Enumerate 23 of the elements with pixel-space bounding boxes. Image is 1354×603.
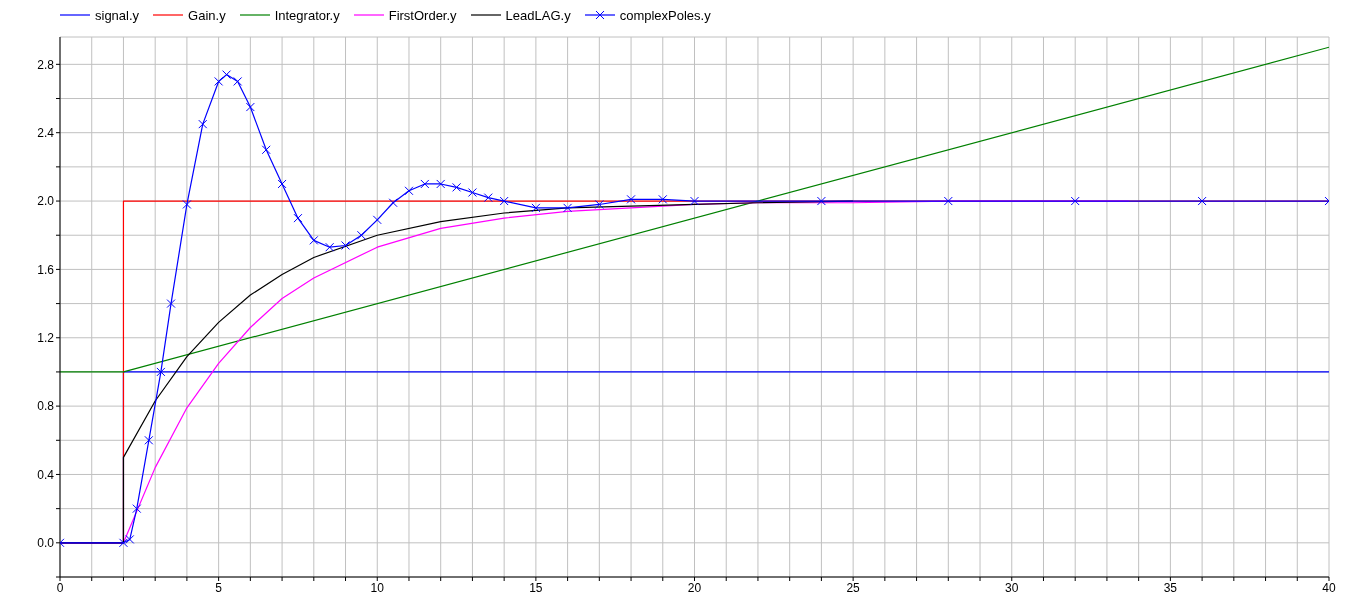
legend-label: FirstOrder.y	[388, 7, 457, 23]
y-tick-label: 2.8	[37, 57, 55, 72]
y-tick-label: 2.0	[37, 194, 55, 209]
x-tick-label: 40	[1322, 580, 1336, 595]
legend-label: Gain.y	[188, 7, 226, 23]
legend-label: LeadLAG.y	[505, 7, 571, 23]
x-tick-label: 5	[215, 580, 223, 595]
x-tick-label: 25	[846, 580, 861, 595]
y-tick-label: 1.2	[37, 331, 55, 346]
x-tick-label: 35	[1163, 580, 1178, 595]
x-tick-label: 15	[529, 580, 543, 595]
x-tick-label: 30	[1005, 580, 1019, 595]
legend-label: complexPoles.y	[619, 7, 711, 23]
legend-label: signal.y	[95, 7, 140, 23]
y-tick-label: 1.6	[37, 262, 55, 277]
legend-label: Integrator.y	[274, 7, 340, 23]
y-tick-label: 2.4	[37, 125, 55, 140]
y-tick-label: 0.4	[37, 467, 55, 482]
y-tick-label: 0.8	[37, 399, 55, 414]
y-tick-label: 0.0	[37, 536, 55, 551]
x-tick-label: 0	[56, 580, 64, 595]
x-tick-label: 10	[370, 580, 385, 595]
x-tick-label: 20	[687, 580, 702, 595]
